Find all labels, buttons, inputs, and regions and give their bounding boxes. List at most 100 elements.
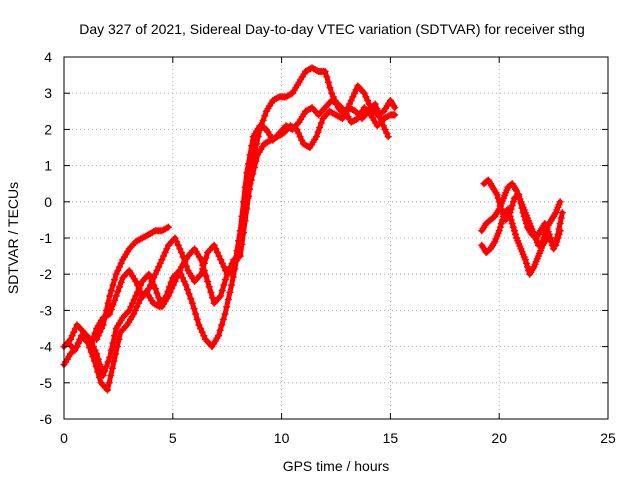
data-point [293,125,301,133]
data-point-marker [155,263,163,271]
data-point [495,227,503,235]
data-point-marker [190,305,198,313]
data-point-marker [379,122,387,130]
data-point-marker [192,310,200,318]
data-point-marker [115,335,123,343]
data-point [378,118,386,126]
data-point [228,281,236,289]
data-point-marker [160,252,168,260]
data-point-marker [107,286,115,294]
data-point [371,100,379,108]
data-point-marker [223,303,231,311]
data-point-marker [253,140,261,148]
data-point-marker [179,253,187,261]
data-point-marker [213,248,221,256]
data-point-marker [163,245,171,253]
data-point [99,321,107,329]
data-point-marker [133,281,141,289]
data-point [162,292,170,300]
x-tick-label: 5 [169,430,177,446]
data-point-marker [114,267,122,275]
data-point [90,357,98,365]
data-point-marker [237,230,245,238]
data-point-marker [317,119,325,127]
data-point-marker [166,283,174,291]
data-point-marker [181,258,189,266]
data-point-marker [242,203,250,211]
data-point-marker [107,372,115,380]
data-point-marker [164,287,172,295]
data-point-marker [510,227,518,235]
y-axis-label: SDTVAR / TECUs [5,182,21,294]
data-point-marker [182,262,190,270]
data-point-marker [522,259,530,267]
data-point-marker [226,288,234,296]
data-point [243,169,251,177]
data-point-marker [250,163,258,171]
data-point-marker [107,346,115,354]
data-point-marker [198,328,206,336]
data-point-marker [556,220,564,228]
data-point-marker [350,89,358,97]
data-point [556,227,564,235]
data-point-marker [193,315,201,323]
data-point [112,270,120,278]
data-point-marker [114,287,122,295]
x-tick-label: 25 [600,430,616,446]
data-point-marker [199,265,207,273]
data-point-marker [115,283,123,291]
data-point-marker [129,299,137,307]
data-point-marker [86,344,94,352]
data-point-marker [109,339,117,347]
data-point-marker [153,289,161,297]
data-point-marker [553,238,561,246]
data-point [493,191,501,199]
data-point-marker [496,223,504,231]
data-point-marker [135,299,143,307]
data-point-marker [108,364,116,372]
data-point-marker [130,296,138,304]
data-point [182,281,190,289]
x-tick-label: 15 [383,430,399,446]
data-point-marker [104,299,112,307]
data-point-marker [111,296,119,304]
data-point [558,209,566,217]
data-point-marker [541,230,549,238]
data-point [241,212,249,220]
data-point-marker [174,241,182,249]
data-point-marker [131,306,139,314]
data-point [508,220,516,228]
chart-title: Day 327 of 2021, Sidereal Day-to-day VTE… [79,21,585,37]
data-point-marker [239,221,247,229]
data-point-marker [232,257,240,265]
data-point-marker [183,286,191,294]
x-tick-label: 0 [60,430,68,446]
data-point-marker [252,157,260,165]
data-point-marker [555,230,563,238]
data-point-marker [349,93,357,101]
data-point [171,234,179,242]
data-point [151,270,159,278]
data-point-marker [352,115,360,123]
y-tick-label: -1 [40,230,53,246]
data-point-marker [316,124,324,132]
data-point-marker [113,343,121,351]
x-tick-label: 20 [491,430,507,446]
data-point [112,292,120,300]
data-point-marker [102,363,110,371]
data-point-marker [509,223,517,231]
data-point-marker [111,276,119,284]
data-point-marker [294,129,302,137]
data-point-marker [364,96,372,104]
data-point-marker [150,228,158,236]
data-point-marker [68,332,76,340]
data-point-marker [219,315,227,323]
data-point [197,270,205,278]
data-point-marker [202,272,210,280]
data-point-marker [222,276,230,284]
data-point-marker [73,343,81,351]
data-point-marker [104,358,112,366]
x-axis-label: GPS time / hours [283,458,390,474]
data-point-marker [249,170,257,178]
